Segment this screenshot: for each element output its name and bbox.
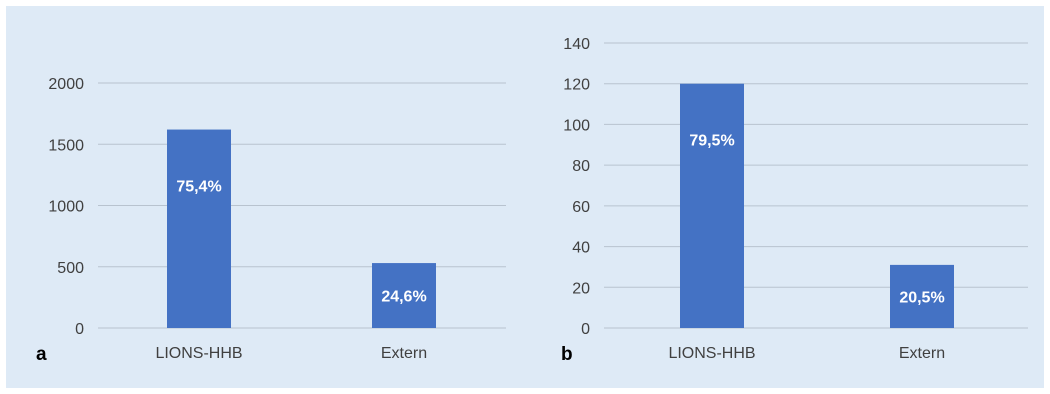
- y-tick-label: 100: [563, 117, 590, 134]
- x-category-label: Extern: [899, 345, 945, 362]
- y-tick-label: 500: [57, 260, 84, 277]
- y-tick-label: 0: [75, 321, 84, 338]
- panel-letter: a: [36, 344, 47, 365]
- y-tick-label: 2000: [48, 76, 84, 93]
- x-category-label: Extern: [381, 345, 427, 362]
- figure-panel: 0 500 1000 1500 2000 75,4% LIONS-HHB 24,6% Exter…: [6, 6, 1044, 388]
- panel-letter: b: [561, 344, 573, 365]
- bar-lions-hhb: [167, 129, 231, 328]
- y-tick-label: 0: [581, 321, 590, 338]
- y-tick-label: 20: [572, 280, 590, 297]
- data-label: 20,5%: [899, 289, 944, 306]
- y-tick-label: 140: [563, 36, 590, 53]
- x-category-label: LIONS-HHB: [155, 345, 242, 362]
- y-tick-label: 80: [572, 158, 590, 175]
- y-tick-label: 120: [563, 77, 590, 94]
- x-category-label: LIONS-HHB: [668, 345, 755, 362]
- bar-lions-hhb: [680, 83, 744, 328]
- bar-charts: 050010001500200075,4%LIONS-HHB24,6%Exter…: [36, 36, 1028, 365]
- data-label: 75,4%: [176, 179, 221, 196]
- bar-extern: [890, 264, 954, 328]
- data-label: 24,6%: [381, 289, 426, 306]
- bar-extern: [372, 263, 436, 328]
- y-tick-label: 60: [572, 199, 590, 216]
- y-tick-label: 1000: [48, 199, 84, 216]
- data-label: 79,5%: [689, 133, 734, 150]
- y-tick-label: 1500: [48, 137, 84, 154]
- y-tick-label: 40: [572, 240, 590, 257]
